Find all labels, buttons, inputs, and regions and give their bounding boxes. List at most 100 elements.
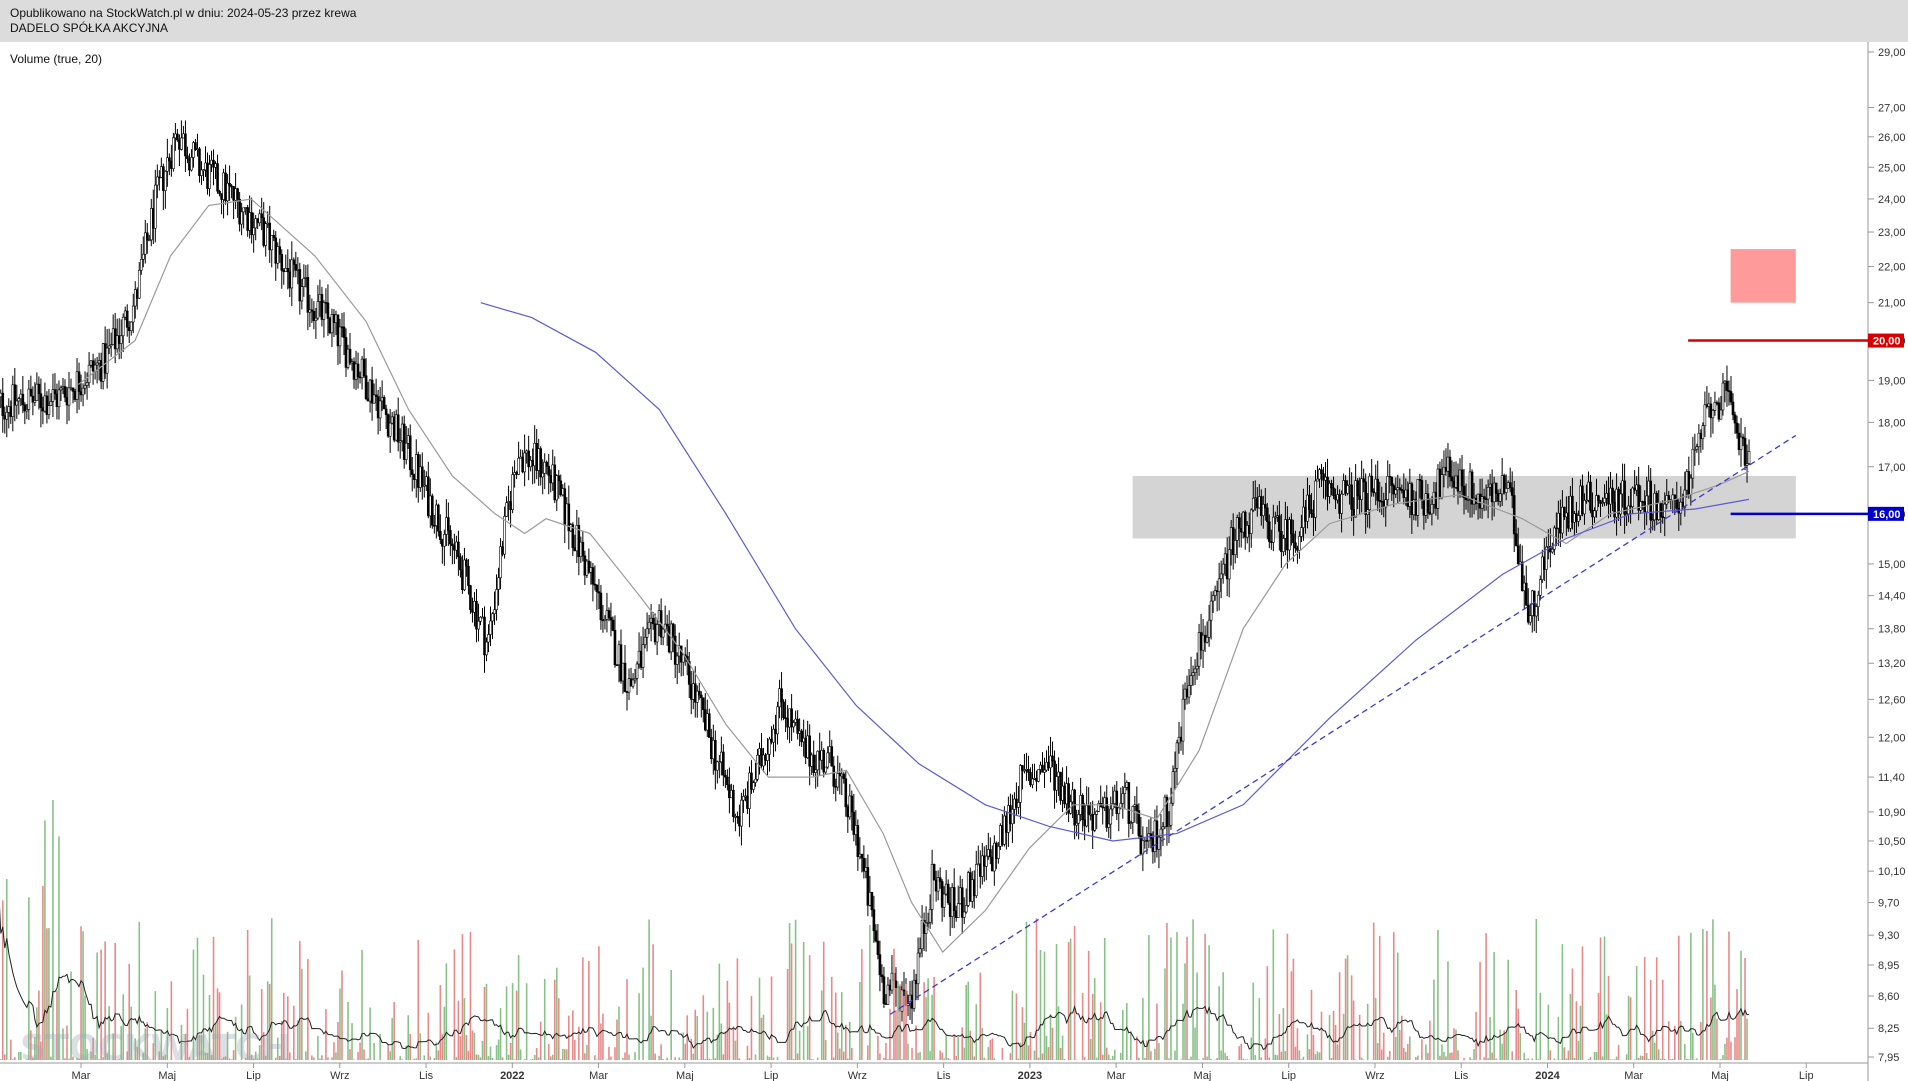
candle-body	[117, 335, 121, 344]
candle-body	[758, 748, 761, 756]
candle-body	[1316, 478, 1319, 482]
volume-bar	[1716, 1018, 1718, 1060]
level-tag-label: 16,00	[1873, 509, 1901, 521]
level-tag-bg	[1868, 333, 1904, 348]
volume-bar	[515, 990, 518, 1060]
candle-body	[599, 592, 603, 621]
volume-bar	[363, 1049, 365, 1060]
volume-bar	[299, 941, 301, 1060]
candle-body	[1645, 495, 1648, 513]
candle-body	[91, 360, 95, 372]
candle-body	[744, 795, 747, 798]
price-tick-label: 24,00	[1878, 194, 1906, 206]
volume-bar	[929, 1050, 931, 1060]
candle-body	[1037, 769, 1040, 782]
candle-body	[1625, 513, 1628, 516]
candle-body	[111, 328, 115, 345]
volume-bar	[905, 983, 907, 1060]
candle-body	[1623, 480, 1626, 515]
volume-bar	[307, 959, 309, 1060]
candle-body	[447, 517, 450, 531]
candle-body	[962, 911, 966, 918]
volume-bar	[459, 1036, 462, 1060]
candle-body	[593, 583, 597, 586]
volume-bar	[1244, 1059, 1247, 1060]
candle-body	[742, 795, 745, 801]
candle-body	[1388, 475, 1392, 478]
candle-body	[1061, 785, 1064, 801]
volume-bar	[648, 919, 650, 1060]
candle-body	[67, 387, 71, 406]
candle-body	[1350, 484, 1353, 510]
volume-bar	[445, 963, 448, 1060]
candle-body	[1516, 545, 1520, 565]
candle-body	[746, 795, 749, 809]
volume-bar	[1722, 1055, 1724, 1060]
candle-body	[260, 213, 263, 219]
volume-bar	[726, 980, 729, 1060]
volume-bar	[706, 1011, 709, 1060]
volume-bar	[794, 919, 797, 1060]
volume-bar	[280, 1020, 283, 1060]
volume-bar	[120, 1026, 122, 1060]
candle-body	[1318, 469, 1321, 480]
candle-body	[1320, 469, 1323, 474]
candle-body	[1691, 448, 1695, 479]
candle-body	[1579, 485, 1582, 516]
volume-bar	[48, 928, 50, 1060]
candle-body	[1408, 483, 1412, 507]
candle-body	[888, 984, 892, 991]
volume-bar	[983, 1057, 986, 1060]
candle-body	[232, 186, 235, 201]
candle-body	[1450, 476, 1454, 482]
candle-body	[443, 534, 446, 547]
candle-body	[633, 678, 637, 681]
volume-bar	[1489, 1017, 1491, 1060]
candle-body	[1282, 538, 1285, 552]
candle-body	[75, 371, 79, 400]
volume-bar	[1627, 995, 1630, 1060]
candle-body	[736, 816, 739, 818]
volume-bar	[762, 1014, 765, 1060]
candle-body	[384, 408, 388, 415]
volume-bar	[18, 1051, 20, 1060]
volume-bar	[288, 1052, 291, 1060]
candle-body	[1117, 807, 1121, 814]
volume-bar	[122, 994, 124, 1060]
volume-bar	[1041, 1053, 1044, 1060]
price-tick-label: 13,20	[1878, 658, 1906, 670]
volume-bar	[1228, 1059, 1230, 1060]
volume-bar	[1328, 1014, 1331, 1060]
volume-bar	[30, 1030, 32, 1060]
volume-bar	[1503, 1030, 1505, 1060]
volume-bar	[1057, 1006, 1060, 1060]
price-tick-label: 10,10	[1878, 866, 1906, 878]
candle-body	[583, 555, 587, 576]
target-zone	[1730, 249, 1796, 303]
candle-body	[1336, 494, 1339, 501]
candle-body	[842, 773, 846, 780]
volume-bar	[1515, 989, 1518, 1060]
volume-bar	[56, 990, 58, 1060]
candle-body	[1227, 549, 1231, 580]
candle-body	[587, 560, 591, 573]
candle-body	[1607, 492, 1610, 505]
candle-body	[1538, 579, 1542, 596]
candle-body	[1203, 634, 1207, 643]
volume-bar	[1645, 1052, 1648, 1060]
candle-body	[154, 184, 157, 229]
volume-bar	[531, 1059, 534, 1060]
volume-bar	[844, 1024, 847, 1060]
time-tick-label: Maj	[1711, 1070, 1729, 1081]
volume-bar	[776, 1056, 779, 1060]
volume-bar	[535, 1048, 538, 1060]
volume-bar	[1451, 1052, 1453, 1060]
volume-bar	[792, 1059, 795, 1060]
volume-bar	[78, 1058, 80, 1060]
volume-bar	[1525, 1059, 1528, 1060]
volume-bar	[1507, 959, 1509, 1060]
volume-bar	[118, 1059, 120, 1060]
volume-bar	[1702, 929, 1704, 1060]
candle-body	[298, 269, 302, 302]
